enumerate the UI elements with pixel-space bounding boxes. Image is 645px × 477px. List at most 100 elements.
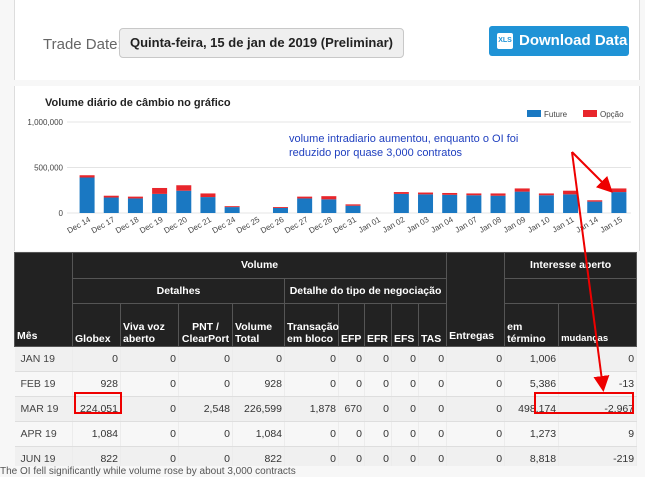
table-cell: 1,006 <box>504 346 560 372</box>
bar-future <box>538 195 554 213</box>
x-tick-label: Jan 15 <box>599 215 625 235</box>
legend-option-swatch <box>583 110 597 117</box>
volume-chart-panel: Volume diário de câmbio no gráfico Futur… <box>14 86 640 251</box>
contract-table-wrapper: Mês Volume Entregas Interesse aberto Det… <box>14 252 638 466</box>
bar-future <box>79 177 95 213</box>
group-header-interesse: Interesse aberto <box>504 252 638 279</box>
bar-future <box>127 198 143 213</box>
month-cell: FEB 19 <box>14 371 73 397</box>
month-cell: MAR 19 <box>14 396 73 422</box>
bar-future <box>393 193 409 213</box>
col-header-entregas: Entregas <box>446 252 506 347</box>
group-header-detalhe-tipo: Detalhe do tipo de negociação <box>283 277 448 305</box>
contract-table-body: JAN 19 0 0 0 0 0 0 0 0 0 0 1,006 0 FEB 19 928 0 0 928 0 0 0 0… <box>14 346 638 466</box>
table-cell: 0 <box>120 446 179 466</box>
x-tick-label: Jan 11 <box>551 215 576 235</box>
bar-future <box>514 191 530 213</box>
table-cell: 0 <box>120 371 179 397</box>
bar-option <box>393 192 409 194</box>
table-cell: 822 <box>232 446 285 466</box>
table-row: FEB 19 928 0 0 928 0 0 0 0 0 0 5,386 -13 <box>14 371 638 397</box>
trade-date-label: Trade Date: <box>43 36 122 53</box>
table-cell: 0 <box>391 346 419 372</box>
table-cell: 0 <box>284 446 339 466</box>
table-cell: 0 <box>418 346 448 372</box>
bar-future <box>272 207 288 213</box>
table-cell: 0 <box>178 346 233 372</box>
bar-future <box>466 195 482 213</box>
col-header-globex: Globex <box>72 303 121 347</box>
table-cell: 9 <box>558 421 638 447</box>
bar-option <box>514 188 530 192</box>
x-tick-label: Jan 09 <box>502 215 528 235</box>
table-cell: 0 <box>178 446 233 466</box>
x-tick-label: Dec 14 <box>66 215 93 236</box>
table-cell: 1,878 <box>284 396 339 422</box>
col-header-viva-voz: Viva voz aberto <box>120 303 179 347</box>
table-cell: 0 <box>178 371 233 397</box>
bar-option <box>466 193 482 196</box>
table-cell: 0 <box>418 371 448 397</box>
table-cell: 0 <box>338 371 365 397</box>
bar-option <box>127 196 143 199</box>
col-header-month: Mês <box>14 252 73 347</box>
table-cell: 0 <box>364 446 392 466</box>
table-cell: -219 <box>558 446 638 466</box>
col-header-efs: EFS <box>391 303 419 347</box>
table-row: MAR 19 224,051 0 2,548 226,599 1,878 670 0 0 0 0 49… <box>14 396 638 422</box>
x-tick-label: Jan 10 <box>526 215 552 235</box>
bar-option <box>79 175 95 178</box>
table-cell: 0 <box>364 346 392 372</box>
table-cell: 1,273 <box>504 421 560 447</box>
x-tick-label: Jan 04 <box>429 215 455 235</box>
table-cell: 0 <box>338 421 365 447</box>
table-cell: 5,386 <box>504 371 560 397</box>
legend-option-label: Opção <box>600 110 624 119</box>
table-cell: 0 <box>120 346 179 372</box>
group-header-volume: Volume <box>71 252 448 279</box>
bar-future <box>442 194 458 213</box>
col-header-mudancas: mudanças <box>558 303 638 347</box>
table-cell: 226,599 <box>232 396 285 422</box>
chart-annotation-line1: volume intradiario aumentou, enquanto o … <box>289 133 518 145</box>
x-tick-label: Dec 19 <box>138 215 165 236</box>
bar-option <box>321 196 337 200</box>
table-cell: 0 <box>446 396 506 422</box>
table-cell: 0 <box>418 446 448 466</box>
table-cell: 0 <box>446 346 506 372</box>
bar-future <box>563 194 579 213</box>
x-tick-label: Jan 08 <box>478 215 504 235</box>
table-cell: 0 <box>446 421 506 447</box>
footer-note: The OI fell significantly while volume r… <box>0 466 296 477</box>
bar-future <box>490 195 506 213</box>
bar-option <box>103 195 119 198</box>
table-cell: 1,084 <box>232 421 285 447</box>
bar-option <box>272 207 288 208</box>
table-cell: 0 <box>284 421 339 447</box>
bar-option <box>490 193 506 196</box>
x-tick-label: Dec 17 <box>90 215 117 236</box>
bar-future <box>587 201 603 213</box>
trade-date-selector[interactable]: Quinta-feira, 15 de jan de 2019 (Prelimi… <box>119 28 404 58</box>
col-header-pnt: PNT / ClearPort <box>178 303 233 347</box>
table-cell: -2,967 <box>558 396 638 422</box>
y-tick-label: 0 <box>59 209 64 218</box>
bar-option <box>418 192 434 195</box>
bar-future <box>200 197 216 213</box>
bar-future <box>297 198 313 213</box>
group-header-interesse-spacer <box>504 277 638 305</box>
bar-option <box>587 200 603 202</box>
x-tick-label: Dec 28 <box>307 215 334 236</box>
bar-option <box>538 193 554 196</box>
download-data-button[interactable]: XLS Download Data <box>489 26 629 56</box>
table-cell: 0 <box>391 371 419 397</box>
x-tick-label: Dec 31 <box>332 215 359 236</box>
bar-future <box>224 207 240 213</box>
chart-bars <box>79 175 627 213</box>
xls-file-icon: XLS <box>497 33 513 49</box>
table-cell: 498,174 <box>504 396 560 422</box>
table-row: JAN 19 0 0 0 0 0 0 0 0 0 0 1,006 0 <box>14 346 638 372</box>
bar-future <box>152 193 168 213</box>
legend-future-swatch <box>527 110 541 117</box>
